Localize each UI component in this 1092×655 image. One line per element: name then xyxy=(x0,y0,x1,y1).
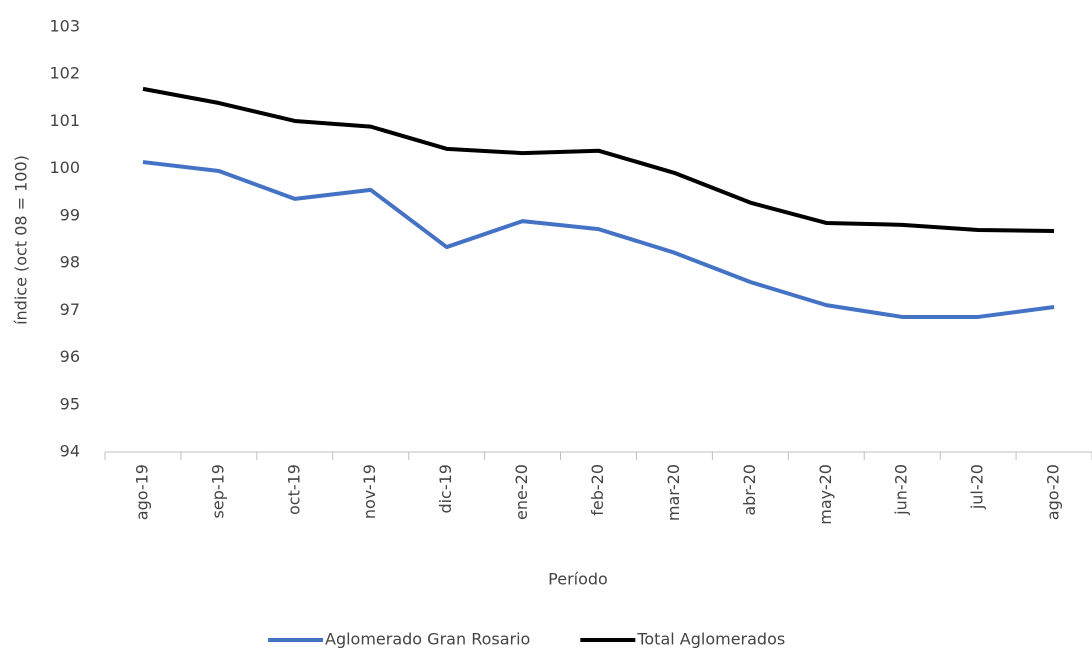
x-axis-label: Período xyxy=(548,570,608,589)
series-line xyxy=(142,86,1055,233)
x-tick-label: ene-20 xyxy=(512,464,531,520)
y-tick-label: 102 xyxy=(49,64,80,83)
x-tick-label: may-20 xyxy=(816,464,835,525)
x-tick-label: oct-19 xyxy=(284,464,303,515)
x-tick-label: mar-20 xyxy=(664,464,683,521)
y-tick-label: 99 xyxy=(60,205,80,224)
series-line xyxy=(142,160,1055,319)
x-tick-label: ago-20 xyxy=(1044,464,1063,520)
x-tick-label: abr-20 xyxy=(740,464,759,516)
x-tick-label: jul-20 xyxy=(968,464,987,510)
y-tick-label: 101 xyxy=(49,111,80,130)
y-tick-label: 100 xyxy=(49,158,80,177)
x-tick-label: feb-20 xyxy=(588,464,607,516)
x-tick-label: ago-19 xyxy=(132,464,151,520)
x-tick-label: nov-19 xyxy=(360,464,379,519)
x-tick-label: jun-20 xyxy=(892,464,911,516)
y-tick-label: 94 xyxy=(60,442,80,461)
x-tick-label: sep-19 xyxy=(208,464,227,518)
legend-label: Aglomerado Gran Rosario xyxy=(325,630,530,649)
y-tick-label: 98 xyxy=(60,253,80,272)
y-tick-label: 95 xyxy=(60,394,80,413)
y-tick-label: 96 xyxy=(60,347,80,366)
y-tick-label: 103 xyxy=(49,17,80,36)
legend-label: Total Aglomerados xyxy=(636,630,785,649)
x-tick-label: dic-19 xyxy=(436,464,455,514)
y-tick-label: 97 xyxy=(60,300,80,319)
y-axis-label: índice (oct 08 = 100) xyxy=(12,155,31,325)
